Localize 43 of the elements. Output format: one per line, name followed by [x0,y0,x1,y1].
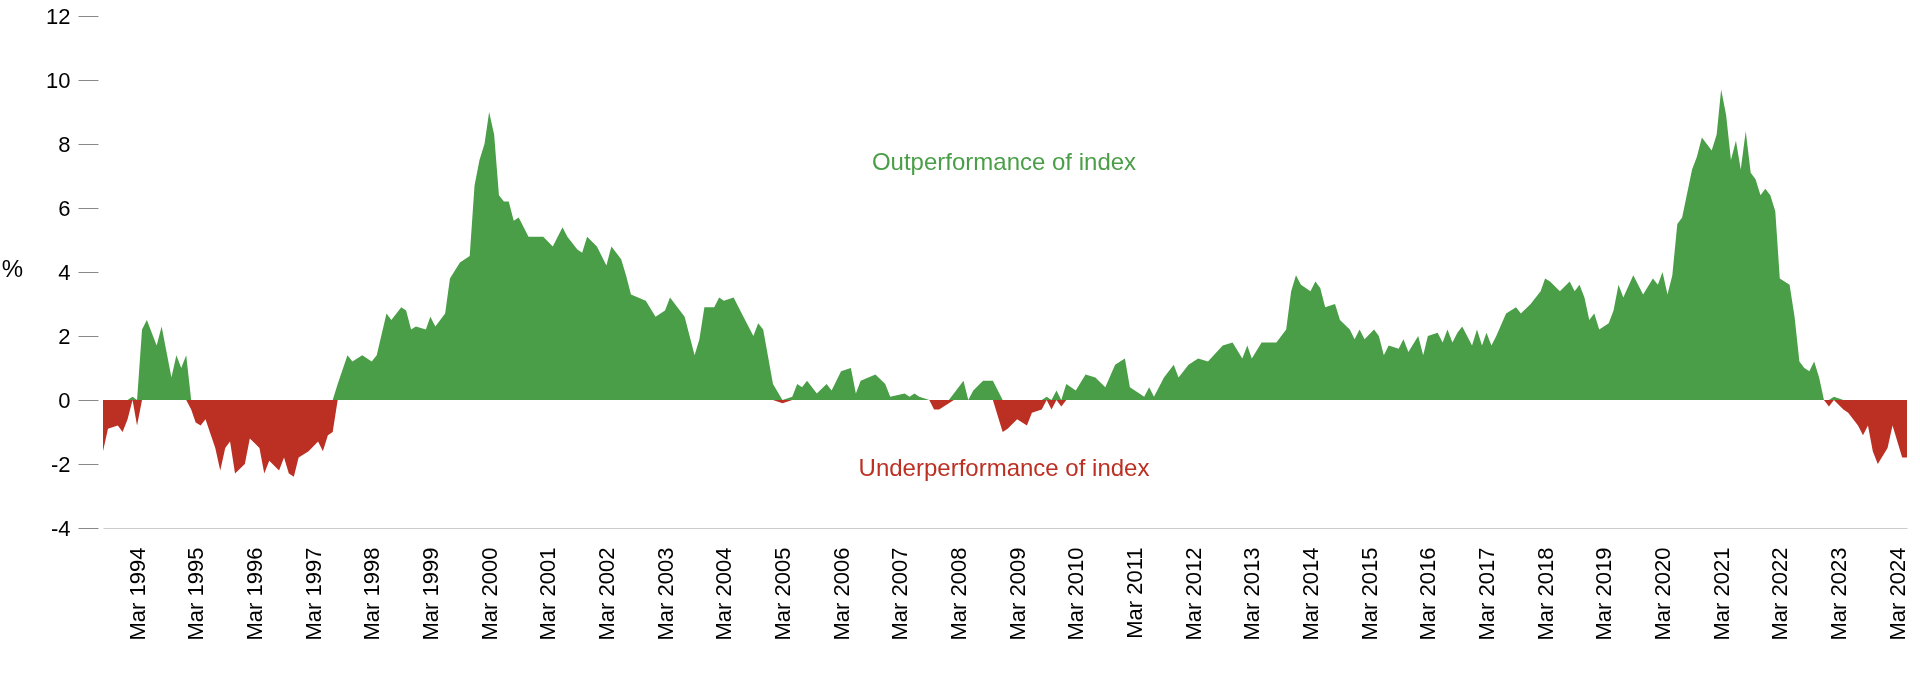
x-tick-label: Mar 2003 [652,547,678,641]
x-tick-label: Mar 2017 [1473,547,1499,641]
y-tick-label: 8 [58,131,71,157]
x-tick-label: Mar 2006 [828,547,854,641]
x-tick-label: Mar 2004 [711,547,737,641]
x-tick-label: Mar 2011 [1121,547,1147,639]
x-tick-label: Mar 2001 [535,547,561,641]
x-tick-label: Mar 2002 [593,547,619,641]
x-tick-label: Mar 1997 [300,547,326,641]
x-tick-label: Mar 2022 [1767,547,1793,641]
y-axis-title: % [1,254,24,282]
x-tick-label: Mar 2012 [1180,547,1206,641]
x-tick-label: Mar 1996 [241,547,267,641]
y-tick-label: 6 [58,195,71,221]
y-tick-label: 10 [46,67,71,93]
x-tick-label: Mar 2021 [1708,547,1734,641]
x-tick-label: Mar 2024 [1884,547,1910,641]
x-tick-label: Mar 2016 [1415,547,1441,641]
x-tick-label: Mar 1994 [124,547,150,641]
y-tick-label: -2 [50,451,71,477]
y-tick-label: 4 [58,259,71,285]
x-tick-label: Mar 2009 [1004,547,1030,641]
x-tick-label: Mar 2015 [1356,547,1382,641]
y-tick-label: -4 [50,515,71,541]
x-tick-label: Mar 1999 [417,547,443,641]
x-tick-label: Mar 1998 [359,547,385,641]
x-tick-label: Mar 1995 [183,547,209,641]
y-tick-label: 0 [58,387,71,413]
series-label: Underperformance of index [858,454,1150,481]
y-tick-label: 12 [46,3,71,29]
x-tick-label: Mar 2013 [1239,547,1265,641]
x-tick-label: Mar 2007 [887,547,913,641]
text: Outperformance of index [871,148,1137,175]
x-tick-label: Mar 2019 [1591,547,1617,641]
x-tick-label: Mar 2020 [1650,547,1676,641]
y-tick-label: 2 [58,323,71,349]
x-tick-label: Mar 2008 [946,547,971,641]
x-tick-label: Mar 2023 [1825,547,1851,641]
x-tick-label: Mar 2010 [1063,547,1089,641]
x-tick-label: Mar 2014 [1297,547,1323,641]
x-tick-label: Mar 2000 [476,547,502,641]
x-tick-label: Mar 2018 [1532,547,1558,641]
x-tick-label: Mar 2005 [769,547,795,641]
